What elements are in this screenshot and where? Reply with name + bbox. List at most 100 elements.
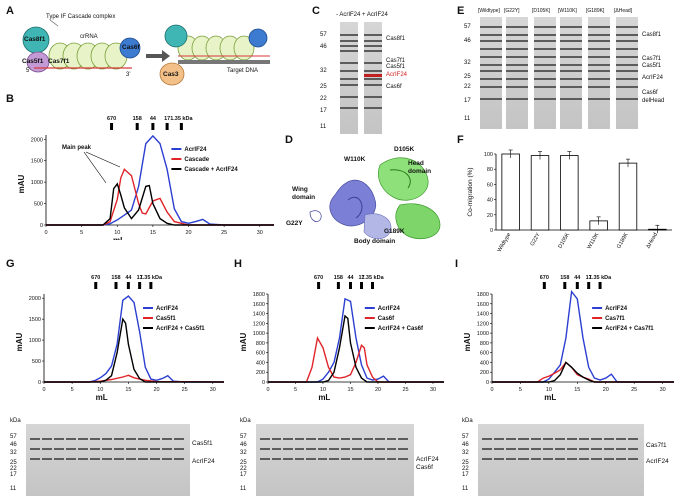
gel-e-lane [588,17,610,129]
y-tick-label: 60 [487,182,493,188]
gel-band [150,438,160,440]
panel-letter-b: B [6,93,14,105]
mw-marker [575,282,579,289]
legend-label: Cascade [184,157,209,163]
gel-band [616,78,638,80]
series-line-1 [44,374,225,383]
gel-band [42,438,52,440]
ladder-label: 17 [10,472,17,478]
gel-band [340,458,351,460]
gel-band [588,26,610,28]
gel-band [480,64,502,66]
gel-band [398,458,408,460]
gel-band [66,458,76,460]
gel-band [294,458,305,460]
gel-band-label: AcrIF24 [642,75,664,81]
gel-band [364,78,382,80]
gel-band [329,458,339,460]
gel-band [560,40,582,42]
y-tick-label: 1400 [253,312,265,318]
ladder-label: 32 [10,450,17,456]
gel-band [42,458,52,460]
gel-band [588,70,610,72]
panel-letter-e: E [457,5,465,17]
gel-band [340,107,358,109]
gel-band [542,458,553,460]
gel-band-label: Cas6f [386,84,402,90]
x-tick-label: 25 [402,387,408,393]
chart-i: 1800 1600 1400 1200 1000 800 600 400 200 00 5 10 15 2… [463,275,674,402]
backbone-beads-left [48,42,128,70]
y-tick-label: 0 [490,228,493,234]
gel-band [398,438,408,440]
ladder-label: 46 [10,442,17,448]
mw-marker [317,282,321,289]
legend-label: AcrIF24 [156,306,179,312]
x-axis-label: mL [113,236,125,240]
x-axis-label: mL [96,393,108,402]
gel-band [506,70,528,72]
gel-band [534,64,556,66]
gel-band [54,458,64,460]
x-tick-label: 10 [114,230,120,236]
gel-band [603,458,614,460]
gel-band [480,98,502,100]
mw-marker-label: 44 [125,275,132,281]
gel-band-label: Cas5f1 [642,63,662,69]
gel-band [283,438,293,440]
gel-band [615,458,626,460]
x-tick-label: 10 [320,387,326,393]
mw-marker [110,123,114,130]
gel-band [603,448,614,450]
gel-body [478,424,644,496]
y-tick-label: 500 [32,359,41,365]
series-line-2 [492,361,674,383]
y-tick-label: 600 [480,351,489,357]
mw-marker-label: 17 [358,275,364,281]
gel-band [271,438,282,440]
panel-letter-h: H [234,258,242,270]
gel-band [588,86,610,88]
gel-band [588,78,610,80]
gel-body [26,424,190,496]
gel-band [138,458,148,460]
y-tick-label: 1500 [31,159,43,165]
y-tick-label: 0 [486,380,489,386]
gel-band [294,448,305,450]
gel-band [114,458,124,460]
gel-band [480,26,502,28]
main-peak-arrow-2 [85,151,121,168]
cas8f1-label: Cas8f1 [24,36,46,43]
gel-band-label: delHead [642,98,665,104]
gel-band [150,448,160,450]
ladder-label: 22 [464,84,471,90]
gel-e-lane-label: [W110K] [558,8,577,14]
gel-band [317,438,328,440]
x-tick-label: 10 [546,387,552,393]
ladder-label: 46 [320,44,327,50]
mw-marker [151,123,155,130]
gel-band-label: Cas6f [642,90,658,96]
ladder-label: 25 [462,460,469,466]
gel-band [352,438,362,440]
gel-kda-label: kDa [462,418,473,424]
gel-band [480,40,502,42]
gel-band [534,40,556,42]
mw-marker [371,282,374,289]
x-tick-label: 25 [221,230,227,236]
gel-band [616,34,638,36]
mw-marker-label: 1.35 kDa [361,275,384,281]
legend-label: AcrIF24 [378,306,401,312]
gel-band [54,448,64,450]
panel-letter-i: I [455,258,459,270]
gel-band [340,448,351,450]
gel-band [294,438,305,440]
bar-1 [530,155,550,231]
panel-letter-d: D [285,134,293,146]
x-tick-label: 20 [153,387,159,393]
gel-band [150,458,160,460]
gel-band [554,448,566,450]
gel-band [534,48,556,50]
gel-band [340,45,358,47]
gel-band [90,458,100,460]
